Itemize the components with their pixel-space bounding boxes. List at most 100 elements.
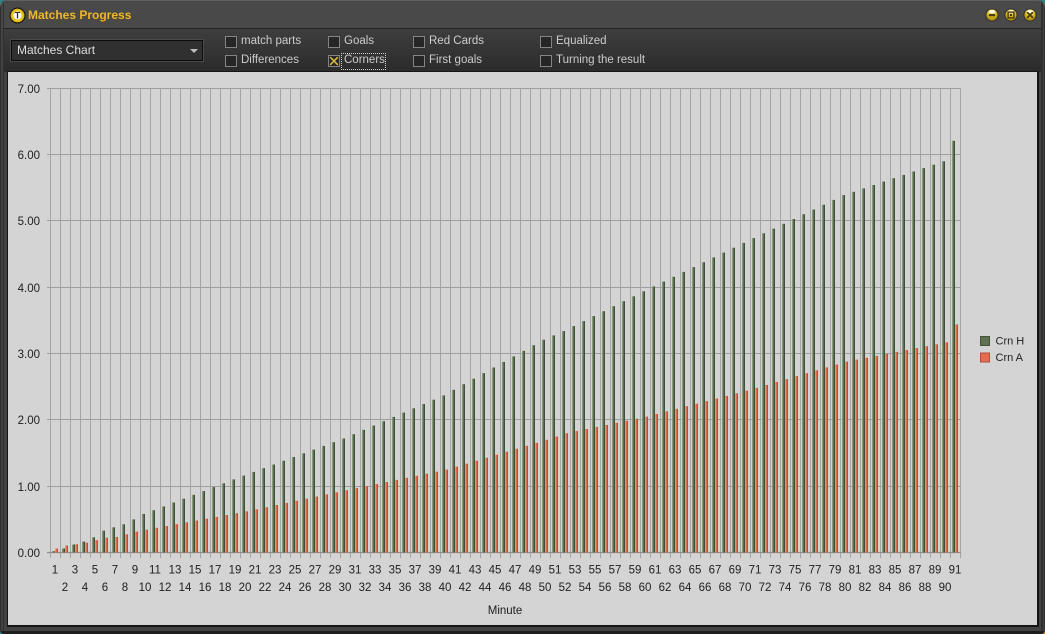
svg-text:16: 16 [199, 582, 212, 594]
svg-text:57: 57 [609, 565, 622, 577]
svg-text:13: 13 [169, 565, 182, 577]
svg-text:3.00: 3.00 [18, 349, 40, 361]
svg-text:19: 19 [229, 565, 242, 577]
svg-text:79: 79 [829, 565, 842, 577]
svg-text:68: 68 [719, 582, 732, 594]
svg-text:36: 36 [399, 582, 412, 594]
svg-text:81: 81 [849, 565, 862, 577]
svg-text:22: 22 [259, 582, 272, 594]
svg-text:26: 26 [299, 582, 312, 594]
svg-text:1.00: 1.00 [18, 482, 40, 494]
svg-text:Crn H: Crn H [996, 336, 1025, 348]
svg-text:3: 3 [72, 565, 78, 577]
svg-text:43: 43 [469, 565, 482, 577]
svg-text:70: 70 [739, 582, 752, 594]
svg-text:4: 4 [82, 582, 89, 594]
svg-text:51: 51 [549, 565, 562, 577]
svg-text:47: 47 [509, 565, 522, 577]
svg-text:49: 49 [529, 565, 542, 577]
svg-text:2: 2 [62, 582, 68, 594]
svg-text:27: 27 [309, 565, 322, 577]
svg-text:61: 61 [649, 565, 662, 577]
svg-text:2.00: 2.00 [18, 415, 40, 427]
svg-text:77: 77 [809, 565, 822, 577]
svg-text:88: 88 [919, 582, 932, 594]
svg-text:65: 65 [689, 565, 702, 577]
svg-text:29: 29 [329, 565, 342, 577]
svg-text:Crn A: Crn A [996, 352, 1024, 364]
svg-text:6: 6 [102, 582, 108, 594]
svg-text:11: 11 [149, 565, 161, 577]
svg-text:39: 39 [429, 565, 442, 577]
svg-text:T: T [15, 11, 21, 21]
svg-text:86: 86 [899, 582, 912, 594]
svg-text:37: 37 [409, 565, 422, 577]
svg-text:53: 53 [569, 565, 582, 577]
svg-text:32: 32 [359, 582, 372, 594]
svg-text:30: 30 [339, 582, 352, 594]
svg-text:40: 40 [439, 582, 452, 594]
svg-text:91: 91 [949, 565, 962, 577]
svg-text:6.00: 6.00 [18, 150, 40, 162]
svg-text:23: 23 [269, 565, 282, 577]
svg-text:63: 63 [669, 565, 682, 577]
svg-text:9: 9 [132, 565, 138, 577]
svg-text:67: 67 [709, 565, 722, 577]
svg-text:28: 28 [319, 582, 332, 594]
svg-text:76: 76 [799, 582, 812, 594]
svg-text:0.00: 0.00 [18, 548, 40, 560]
svg-text:24: 24 [279, 582, 292, 594]
svg-text:42: 42 [459, 582, 472, 594]
svg-text:60: 60 [639, 582, 652, 594]
svg-text:89: 89 [929, 565, 942, 577]
svg-text:25: 25 [289, 565, 302, 577]
svg-text:75: 75 [789, 565, 802, 577]
svg-text:17: 17 [209, 565, 222, 577]
svg-text:35: 35 [389, 565, 402, 577]
svg-text:62: 62 [659, 582, 672, 594]
svg-text:Minute: Minute [488, 605, 523, 617]
svg-text:59: 59 [629, 565, 642, 577]
svg-text:1: 1 [52, 565, 58, 577]
svg-text:8: 8 [122, 582, 128, 594]
svg-text:58: 58 [619, 582, 632, 594]
svg-text:72: 72 [759, 582, 772, 594]
svg-text:83: 83 [869, 565, 882, 577]
svg-text:21: 21 [249, 565, 262, 577]
svg-text:5.00: 5.00 [18, 216, 40, 228]
svg-text:7.00: 7.00 [18, 84, 40, 96]
svg-text:52: 52 [559, 582, 572, 594]
svg-text:5: 5 [92, 565, 98, 577]
svg-text:90: 90 [939, 582, 952, 594]
svg-text:18: 18 [219, 582, 232, 594]
svg-text:12: 12 [159, 582, 172, 594]
svg-text:82: 82 [859, 582, 872, 594]
svg-text:84: 84 [879, 582, 892, 594]
svg-text:64: 64 [679, 582, 692, 594]
svg-text:34: 34 [379, 582, 392, 594]
svg-text:80: 80 [839, 582, 852, 594]
svg-text:71: 71 [749, 565, 762, 577]
svg-text:87: 87 [909, 565, 922, 577]
svg-text:38: 38 [419, 582, 432, 594]
svg-text:74: 74 [779, 582, 792, 594]
svg-text:54: 54 [579, 582, 592, 594]
svg-text:78: 78 [819, 582, 832, 594]
svg-text:4.00: 4.00 [18, 283, 40, 295]
svg-text:46: 46 [499, 582, 512, 594]
svg-text:48: 48 [519, 582, 532, 594]
svg-text:7: 7 [112, 565, 118, 577]
svg-text:50: 50 [539, 582, 552, 594]
svg-text:20: 20 [239, 582, 252, 594]
svg-text:85: 85 [889, 565, 902, 577]
svg-text:14: 14 [179, 582, 192, 594]
svg-text:69: 69 [729, 565, 742, 577]
svg-text:41: 41 [449, 565, 462, 577]
svg-text:73: 73 [769, 565, 782, 577]
svg-text:31: 31 [349, 565, 362, 577]
svg-text:56: 56 [599, 582, 612, 594]
svg-text:66: 66 [699, 582, 712, 594]
svg-text:10: 10 [139, 582, 152, 594]
svg-text:55: 55 [589, 565, 602, 577]
svg-text:45: 45 [489, 565, 502, 577]
